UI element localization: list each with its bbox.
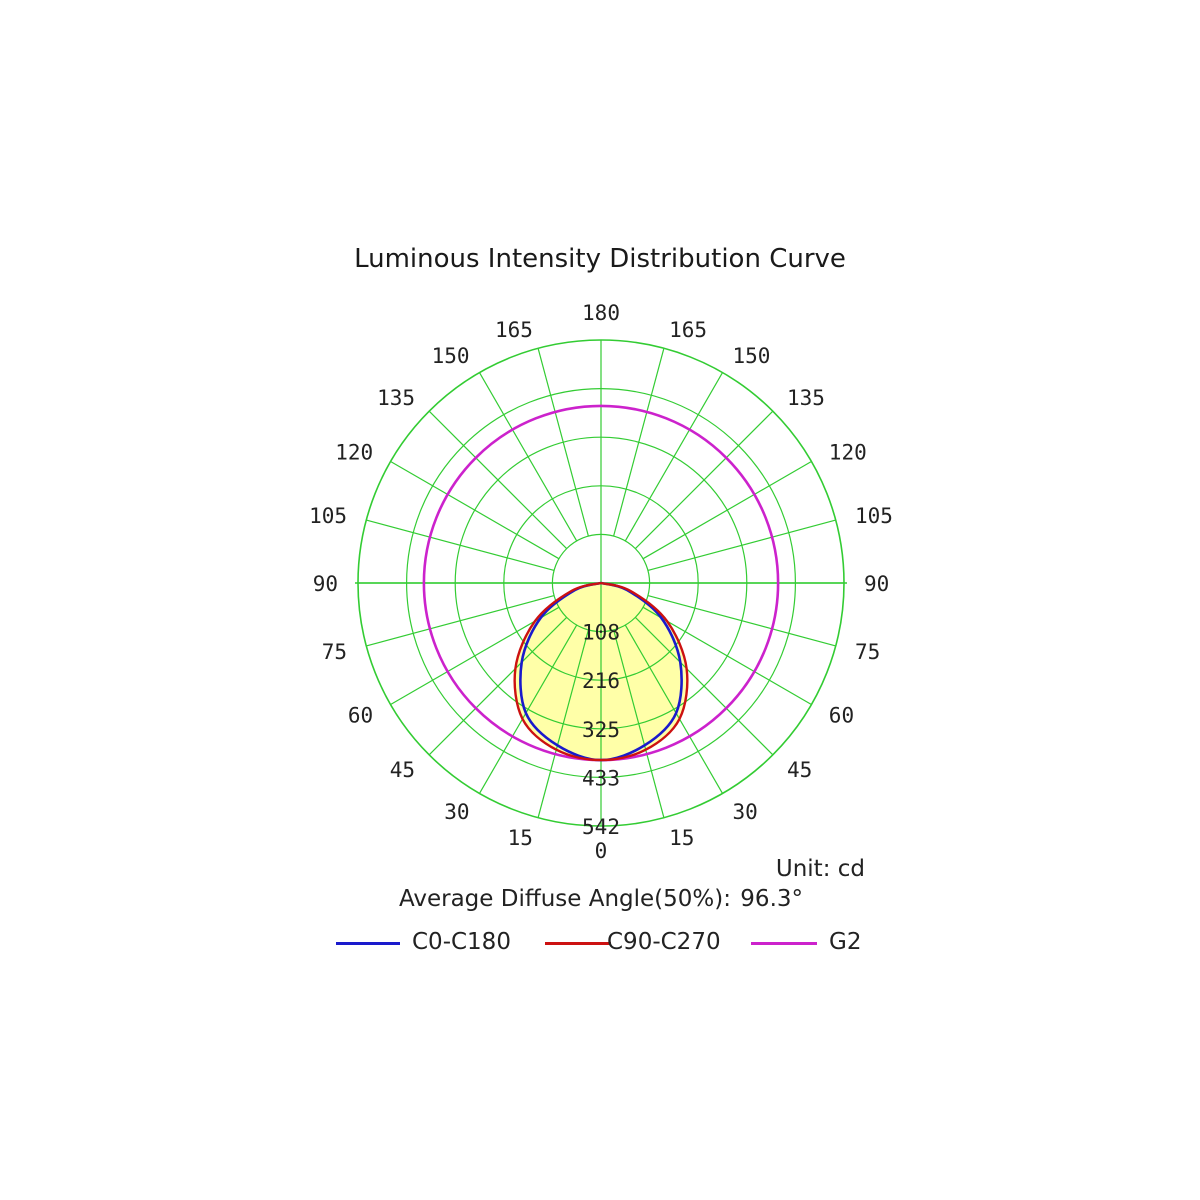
angle-label-right: 105	[855, 504, 893, 528]
legend-item-c0-c180: C0-C180	[336, 927, 526, 961]
angle-label-right: 75	[855, 640, 880, 664]
grid-spoke	[428, 616, 568, 756]
grid-spoke	[634, 616, 774, 756]
legend-label-c0-c180: C0-C180	[412, 929, 511, 955]
grid-spoke	[613, 348, 665, 537]
grid-spoke	[390, 460, 560, 560]
grid-spoke	[613, 629, 665, 818]
legend-swatch-c0-c180	[336, 942, 400, 945]
chart-title: Luminous Intensity Distribution Curve	[354, 244, 846, 274]
angle-label-left: 165	[495, 318, 533, 342]
grid-spoke	[642, 606, 812, 706]
grid-spoke	[428, 410, 568, 550]
angle-label-left: 90	[313, 572, 338, 596]
angle-label-left: 75	[322, 640, 347, 664]
angle-label-right: 60	[829, 704, 854, 728]
angle-label-right: 90	[864, 572, 889, 596]
legend-swatch-c90-c270	[545, 942, 611, 945]
grid-spoke	[366, 519, 555, 571]
grid-spoke	[537, 348, 589, 537]
angle-label-left: 150	[432, 344, 470, 368]
series-c90-c270-curve	[513, 581, 689, 762]
grid-spoke	[366, 595, 555, 647]
grid-spoke	[537, 629, 589, 818]
legend-label-g2: G2	[829, 929, 862, 955]
radial-tick-label: 433	[582, 766, 620, 790]
grid-spoke	[624, 372, 724, 542]
angle-label-left: 105	[309, 504, 347, 528]
legend-item-c90-c270: C90-C270	[545, 927, 745, 961]
radial-tick-label: 542	[582, 815, 620, 839]
angle-label-right: 135	[787, 386, 825, 410]
legend-swatch-g2	[751, 942, 817, 945]
radial-tick-label: 325	[582, 718, 620, 742]
grid-spoke	[390, 606, 560, 706]
average-diffuse-angle: Average Diffuse Angle(50%): 96.3°	[0, 886, 1200, 912]
angle-label-left: 135	[377, 386, 415, 410]
grid-spoke	[642, 460, 812, 560]
angle-label-right: 165	[669, 318, 707, 342]
average-angle-label: Average Diffuse Angle(50%):	[398, 886, 731, 912]
angle-label-left: 30	[444, 800, 469, 824]
angle-label-left: 15	[508, 826, 533, 850]
angle-label-left: 45	[390, 758, 415, 782]
radial-tick-label: 108	[582, 621, 620, 645]
angle-label-right: 30	[733, 800, 758, 824]
angle-label-right: 45	[787, 758, 812, 782]
grid-spoke	[647, 595, 836, 647]
angle-label-left: 60	[348, 704, 373, 728]
grid-spoke	[478, 372, 578, 542]
legend-label-c90-c270: C90-C270	[607, 929, 721, 955]
radial-tick-label: 216	[582, 669, 620, 693]
angle-label-right: 150	[733, 344, 771, 368]
angle-label-right: 15	[669, 826, 694, 850]
unit-label: Unit: cd	[775, 856, 865, 882]
angle-label-right: 120	[829, 441, 867, 465]
legend: C0-C180 C90-C270 G2	[0, 927, 1200, 961]
angle-label: 0	[595, 839, 608, 863]
angle-label-left: 120	[335, 441, 373, 465]
average-angle-value: 96.3°	[740, 886, 804, 912]
grid-spoke	[478, 624, 578, 794]
angle-label: 180	[582, 301, 620, 325]
legend-item-g2: G2	[751, 927, 871, 961]
grid-spoke	[634, 410, 774, 550]
grid-spoke	[647, 519, 836, 571]
grid-spoke	[624, 624, 724, 794]
